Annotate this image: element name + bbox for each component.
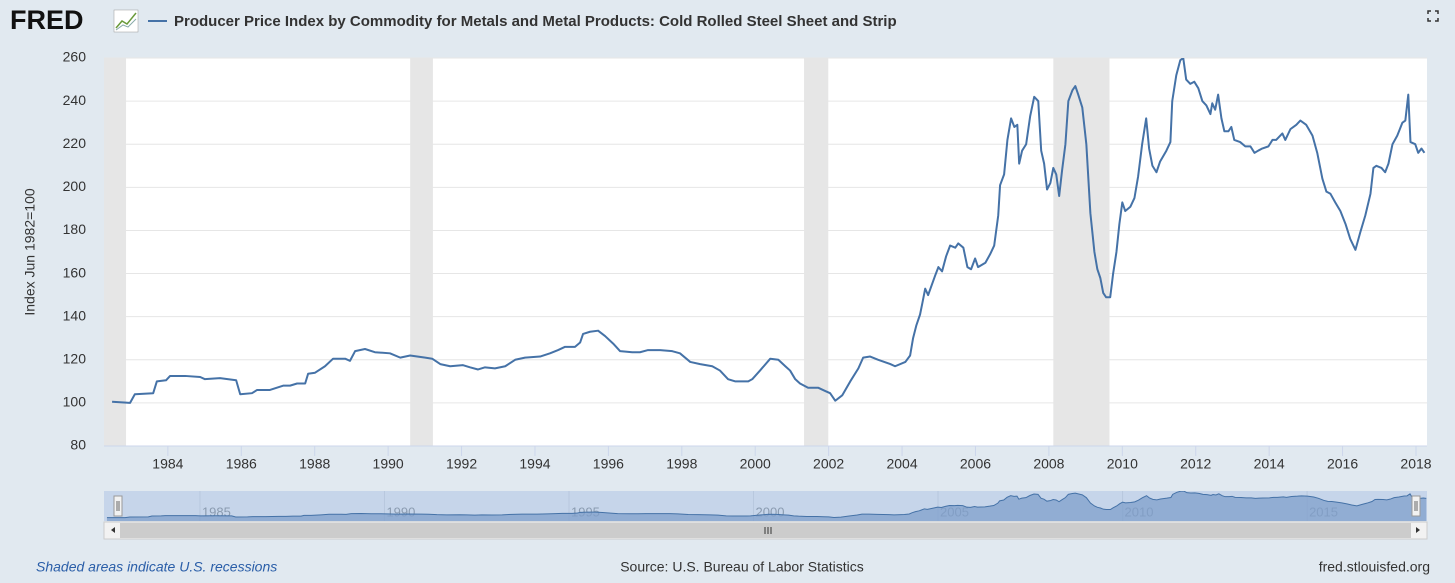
x-tick-label: 1996 (593, 456, 624, 472)
scrollbar[interactable] (103, 521, 1428, 540)
x-tick-label: 1986 (226, 456, 257, 472)
x-tick-label: 2010 (1107, 456, 1138, 472)
x-tick-label: 2002 (813, 456, 844, 472)
navigator-line (106, 491, 1427, 519)
series-layer (112, 58, 1426, 404)
logo: FRED (10, 5, 84, 35)
y-tick-label: 220 (63, 135, 87, 151)
y-tick-label: 120 (63, 350, 87, 366)
recession-band (804, 58, 829, 446)
site[interactable]: fred.stlouisfed.org (1319, 559, 1430, 575)
recession-band (104, 58, 127, 446)
navigator-handle-right[interactable] (1411, 495, 1421, 517)
x-tick-label: 1990 (373, 456, 404, 472)
y-axis-label: Index Jun 1982=100 (22, 188, 38, 315)
y-tick-label: 140 (63, 307, 87, 323)
x-tick-label: 1984 (152, 456, 183, 472)
x-tick-label: 2016 (1327, 456, 1358, 472)
x-tick-label: 1992 (446, 456, 477, 472)
logo-icon (113, 9, 139, 33)
x-tick-label: 2004 (886, 456, 917, 472)
recession-band (1053, 58, 1110, 446)
legend-label: Producer Price Index by Commodity for Me… (174, 13, 897, 30)
y-tick-label: 160 (63, 264, 87, 280)
recession-layer (104, 58, 1110, 446)
x-tick-label: 1994 (519, 456, 550, 472)
plot-area (104, 58, 1427, 446)
navigator-layer: 1985199019952000200520102015 (106, 491, 1427, 521)
navigator-area (106, 491, 1427, 521)
y-tick-label: 260 (63, 49, 87, 65)
y-tick-label: 180 (63, 221, 87, 237)
x-tick-label: 1998 (666, 456, 697, 472)
x-tick-label: 2014 (1254, 456, 1285, 472)
source: Source: U.S. Bureau of Labor Statistics (620, 559, 864, 575)
y-tick-label: 80 (70, 437, 86, 453)
y-tick-label: 100 (63, 394, 87, 410)
x-tick-label: 2008 (1033, 456, 1064, 472)
grid: 80 100 120 140 160 180 200 220 240 260 1984 1986 198… (63, 49, 1432, 472)
x-tick-label: 2018 (1400, 456, 1431, 472)
x-tick-label: 2006 (960, 456, 991, 472)
y-tick-label: 240 (63, 92, 87, 108)
navigator-handle-left[interactable] (113, 495, 123, 517)
y-tick-label: 200 (63, 178, 87, 194)
recession-band (410, 58, 433, 446)
series-line (112, 58, 1426, 404)
x-tick-label: 2000 (740, 456, 771, 472)
recession-note: Shaded areas indicate U.S. recessions (36, 559, 277, 575)
x-tick-label: 1988 (299, 456, 330, 472)
fullscreen-icon[interactable] (1427, 10, 1439, 22)
x-tick-label: 2012 (1180, 456, 1211, 472)
